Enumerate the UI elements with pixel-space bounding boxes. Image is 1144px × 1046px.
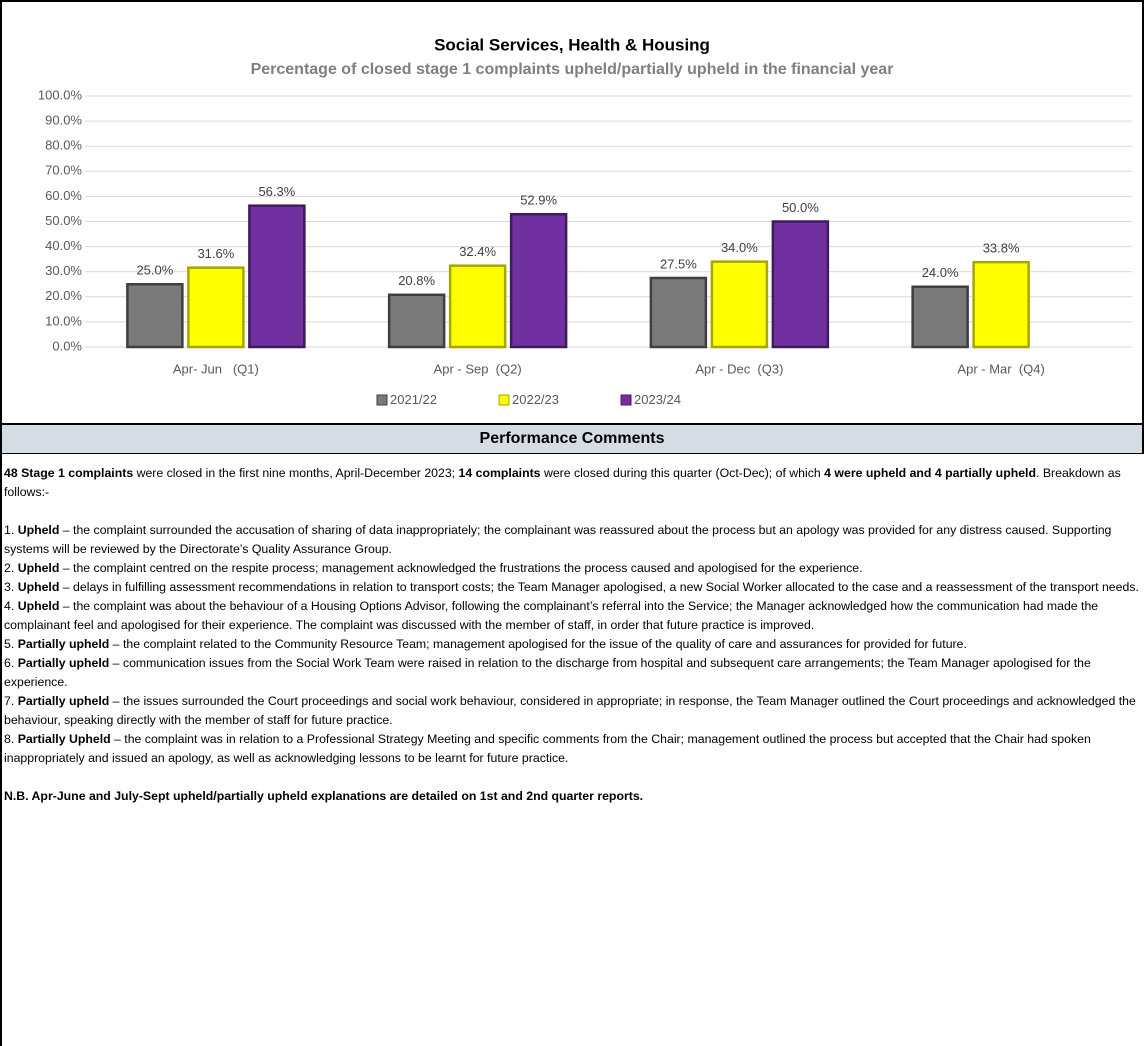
x-tick-label: Apr- Jun (Q1) — [173, 361, 259, 376]
text: were closed during this quarter (Oct-Dec… — [540, 466, 825, 480]
chart: Social Services, Health & Housing Percen… — [38, 35, 1132, 407]
bar — [448, 264, 507, 349]
y-tick-label: 70.0% — [45, 163, 82, 178]
y-tick-label: 0.0% — [52, 338, 82, 353]
value-label: 31.6% — [197, 246, 234, 261]
comment-item: 8. Partially Upheld – the complaint was … — [4, 730, 1140, 768]
chart-subtitle: Percentage of closed stage 1 complaints … — [251, 61, 894, 78]
bar — [126, 283, 184, 349]
bar — [509, 212, 568, 349]
text: 4. — [4, 599, 18, 613]
intro: 48 Stage 1 complaints were closed in the… — [4, 464, 1140, 502]
legend-swatch — [498, 394, 510, 406]
value-label: 52.9% — [520, 193, 557, 208]
y-tick-label: 10.0% — [45, 313, 82, 328]
text: 3. — [4, 580, 18, 594]
text: – delays in fulfilling assessment recomm… — [59, 580, 1139, 594]
bar — [187, 266, 245, 349]
legend-swatch — [376, 394, 388, 406]
bold-text: Upheld — [17, 599, 60, 613]
text: – the complaint was about the behaviour … — [4, 599, 1099, 632]
y-tick-label: 30.0% — [45, 263, 82, 278]
text: were closed in the first nine months, Ap… — [133, 466, 459, 480]
value-label: 24.0% — [922, 265, 959, 280]
y-tick-label: 90.0% — [45, 113, 82, 128]
text: – the complaint was in relation to a Pro… — [4, 732, 1091, 765]
legend-label: 2022/23 — [512, 392, 559, 407]
bold-text: Upheld — [17, 580, 60, 594]
chart-box: Social Services, Health & Housing Percen… — [2, 0, 1144, 425]
comment-item: 6. Partially upheld – communication issu… — [4, 654, 1140, 692]
bold-text: 48 Stage 1 complaints — [4, 466, 134, 480]
text: . Breakdown as follows:- — [4, 466, 1121, 499]
bar — [649, 276, 708, 349]
comment-item: 5. Partially upheld – the complaint rela… — [4, 635, 1140, 654]
value-label: 20.8% — [398, 273, 435, 288]
value-label: 56.3% — [258, 184, 295, 199]
y-tick-label: 60.0% — [45, 188, 82, 203]
text: – the complaint surrounded the accusatio… — [4, 523, 1112, 556]
text: 8. — [4, 732, 18, 746]
text: 1. — [4, 523, 18, 537]
comments-heading: Performance Comments — [2, 425, 1144, 454]
value-label: 34.0% — [721, 240, 758, 255]
value-label: 32.4% — [459, 244, 496, 259]
comment-item: 3. Upheld – delays in fulfilling assessm… — [4, 578, 1140, 597]
bar — [911, 285, 969, 349]
y-tick-label: 40.0% — [45, 238, 82, 253]
value-label: 33.8% — [983, 241, 1020, 256]
text: 6. — [4, 656, 18, 670]
text: 7. — [4, 694, 18, 708]
text: – the issues surrounded the Court procee… — [4, 694, 1136, 727]
y-tick-label: 100.0% — [38, 87, 83, 102]
legend-label: 2023/24 — [634, 392, 681, 407]
value-label: 27.5% — [660, 256, 697, 271]
text: – the complaint centred on the respite p… — [59, 561, 863, 575]
bar — [248, 204, 306, 349]
items: 1. Upheld – the complaint surrounded the… — [4, 521, 1140, 768]
y-tick-label: 80.0% — [45, 138, 82, 153]
bar — [771, 220, 830, 349]
comment-item: 1. Upheld – the complaint surrounded the… — [4, 521, 1140, 559]
x-tick-label: Apr - Sep (Q2) — [434, 361, 522, 376]
comments: 48 Stage 1 complaints were closed in the… — [2, 454, 1144, 806]
value-label: 50.0% — [782, 200, 819, 215]
bar — [387, 293, 446, 349]
x-tick-label: Apr - Mar (Q4) — [957, 361, 1044, 376]
value-label: 25.0% — [136, 263, 173, 278]
text: 5. — [4, 637, 18, 651]
comment-item: 7. Partially upheld – the issues surroun… — [4, 692, 1140, 730]
bold-text: Upheld — [17, 561, 60, 575]
comment-item: 2. Upheld – the complaint centred on the… — [4, 559, 1140, 578]
bold-text: Partially upheld — [17, 694, 110, 708]
bar — [972, 260, 1030, 349]
comment-item: 4. Upheld – the complaint was about the … — [4, 597, 1140, 635]
y-tick-label: 50.0% — [45, 213, 82, 228]
bold-text: N.B. Apr-June and July-Sept upheld/parti… — [4, 789, 644, 803]
text: – the complaint related to the Community… — [109, 637, 967, 651]
text: – communication issues from the Social W… — [4, 656, 1091, 689]
bold-text: Partially upheld — [17, 656, 110, 670]
bold-text: 4 were upheld and 4 partially upheld — [824, 466, 1036, 480]
bold-text: 14 complaints — [458, 466, 541, 480]
note: N.B. Apr-June and July-Sept upheld/parti… — [4, 787, 1140, 806]
text: 2. — [4, 561, 18, 575]
bold-text: Partially Upheld — [17, 732, 111, 746]
y-tick-label: 20.0% — [45, 288, 82, 303]
chart-title: Social Services, Health & Housing — [434, 35, 710, 54]
bold-text: Partially upheld — [17, 637, 110, 651]
bold-text: Upheld — [17, 523, 60, 537]
x-tick-label: Apr - Dec (Q3) — [695, 361, 783, 376]
legend-swatch — [620, 394, 632, 406]
bar — [710, 260, 769, 349]
legend-label: 2021/22 — [390, 392, 437, 407]
